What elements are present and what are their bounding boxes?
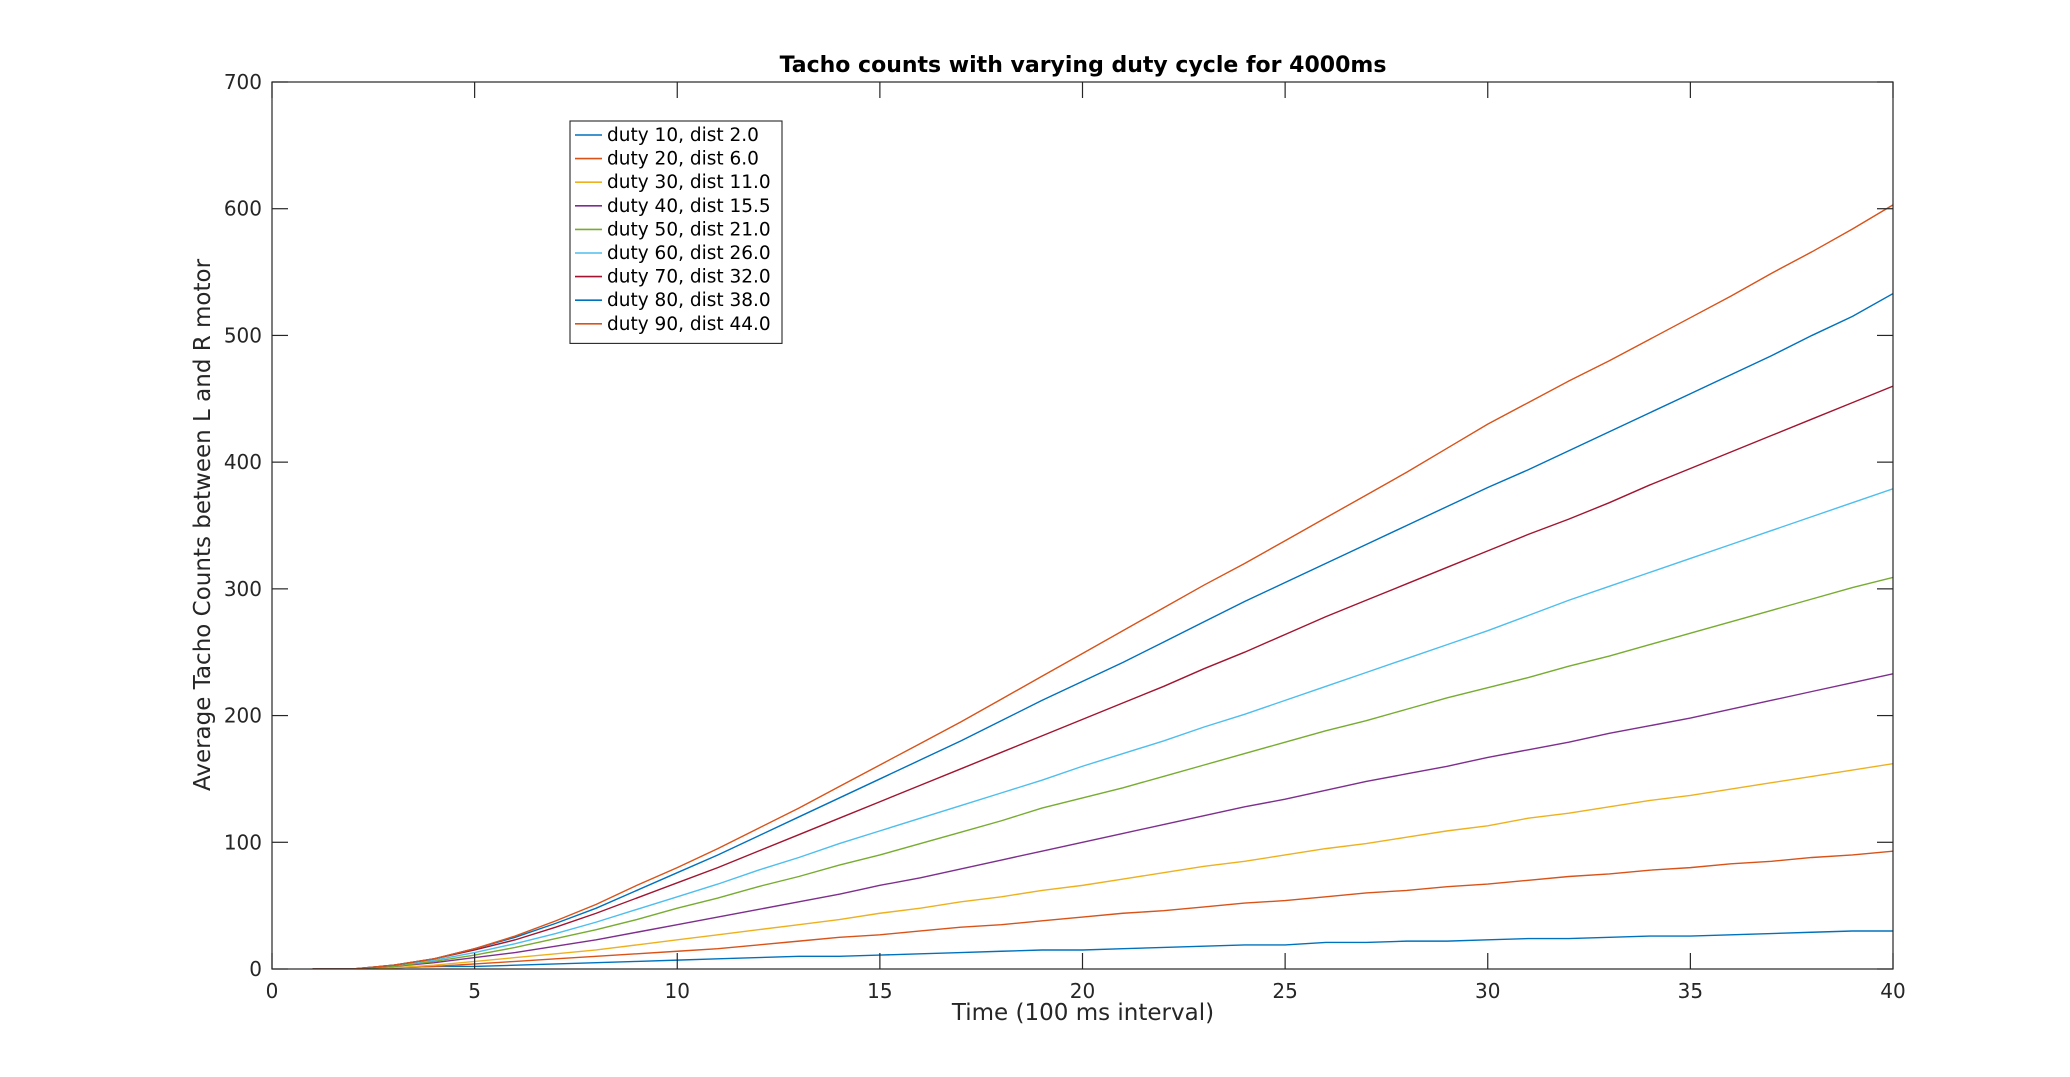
y-tick-label: 600 — [224, 197, 262, 221]
x-tick-label: 30 — [1475, 979, 1500, 1003]
x-tick-label: 35 — [1678, 979, 1703, 1003]
series-line-8 — [312, 292, 1893, 969]
y-tick-label: 700 — [224, 70, 262, 94]
legend-box — [569, 120, 783, 344]
legend-label-7: duty 70, dist 32.0 — [607, 267, 771, 288]
y-axis-label: Average Tacho Counts between L and R mot… — [190, 258, 216, 791]
x-axis-label: Time (100 ms interval) — [951, 1000, 1214, 1026]
series-line-7 — [312, 385, 1893, 969]
legend-label-5: duty 50, dist 21.0 — [607, 219, 771, 240]
x-tick-label: 25 — [1272, 979, 1297, 1003]
x-tick-label: 20 — [1070, 979, 1095, 1003]
legend-label-6: duty 60, dist 26.0 — [607, 243, 771, 264]
x-tick-label: 10 — [665, 979, 690, 1003]
y-tick-label: 200 — [224, 704, 262, 728]
y-tick-label: 100 — [224, 830, 262, 854]
legend-label-1: duty 10, dist 2.0 — [607, 125, 759, 146]
x-tick-label: 5 — [468, 979, 481, 1003]
series-line-2 — [312, 850, 1893, 969]
series-line-3 — [312, 763, 1893, 969]
legend-label-2: duty 20, dist 6.0 — [607, 149, 759, 170]
x-tick-label: 40 — [1880, 979, 1905, 1003]
series-line-4 — [312, 673, 1893, 969]
series-line-6 — [312, 488, 1893, 969]
legend-label-4: duty 40, dist 15.5 — [607, 196, 771, 217]
x-tick-label: 0 — [266, 979, 279, 1003]
series-line-9 — [312, 204, 1893, 969]
legend-label-8: duty 80, dist 38.0 — [607, 290, 771, 311]
y-tick-label: 0 — [249, 957, 262, 981]
series-line-5 — [312, 576, 1893, 969]
y-tick-label: 300 — [224, 577, 262, 601]
y-tick-label: 400 — [224, 450, 262, 474]
legend-label-9: duty 90, dist 44.0 — [607, 314, 771, 335]
y-tick-label: 500 — [224, 323, 262, 347]
legend-label-3: duty 30, dist 11.0 — [607, 172, 771, 193]
x-tick-label: 15 — [867, 979, 892, 1003]
series-line-1 — [312, 930, 1893, 969]
chart-title: Tacho counts with varying duty cycle for… — [780, 53, 1387, 78]
